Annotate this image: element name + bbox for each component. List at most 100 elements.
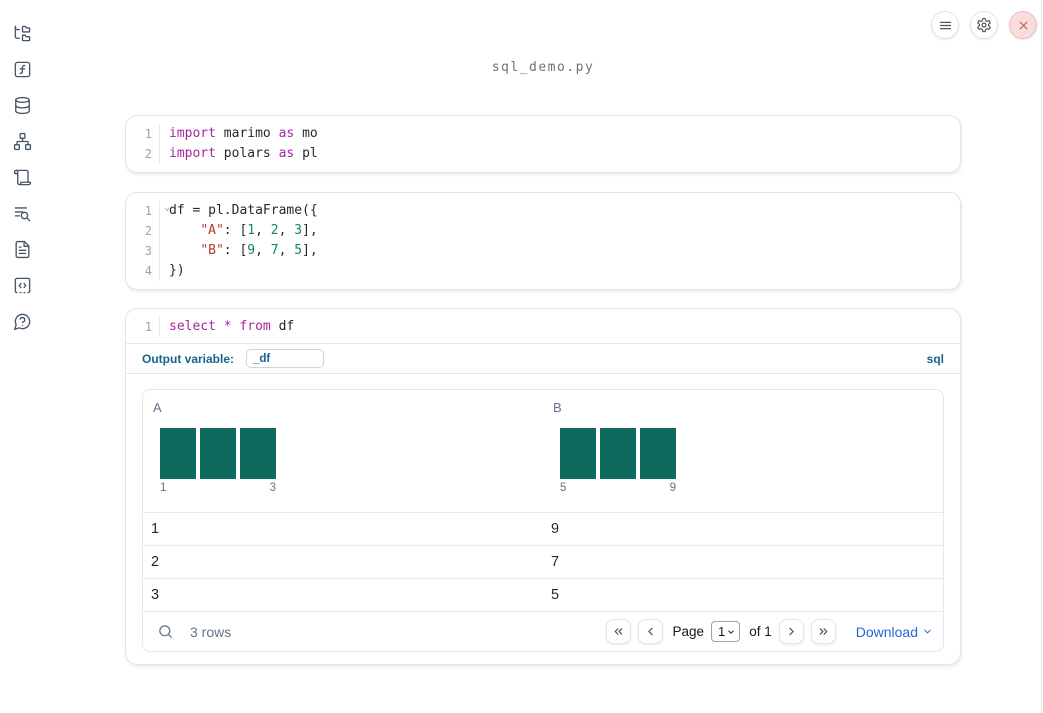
code-token: df xyxy=(270,319,295,334)
sidebar-item-data-sources[interactable] xyxy=(7,96,37,114)
histogram-bar xyxy=(200,428,236,479)
code-text[interactable]: "A": [1, 2, 3], xyxy=(160,221,317,241)
code-token: , xyxy=(255,243,271,258)
menu-icon xyxy=(939,21,951,29)
code-text[interactable]: "B": [9, 7, 5], xyxy=(160,241,317,261)
histogram-bar xyxy=(160,428,196,479)
notebook: sql_demo.py 1 import marimo as mo 2 import … xyxy=(125,0,961,665)
sidebar-item-documentation[interactable] xyxy=(7,240,37,258)
last-page-button[interactable] xyxy=(810,619,836,644)
download-button[interactable]: Download xyxy=(856,624,933,640)
code-editor[interactable]: 1 select * from df xyxy=(126,309,960,344)
code-text[interactable]: import marimo as mo xyxy=(160,124,318,144)
line-number: 1 ⌄ xyxy=(126,201,170,221)
next-page-button[interactable] xyxy=(778,619,804,644)
code-text[interactable]: df = pl.DataFrame({ xyxy=(160,201,318,221)
column-histogram: 5 9 xyxy=(560,428,676,496)
sidebar-item-dependencies[interactable] xyxy=(7,132,37,150)
sidebar-item-outline[interactable] xyxy=(7,168,37,186)
code-token: 5 xyxy=(294,243,303,258)
code-text[interactable]: import polars as pl xyxy=(160,144,318,164)
code-token: "A" xyxy=(200,223,224,238)
page-select[interactable]: 1 xyxy=(710,621,741,642)
notebook-filename: sql_demo.py xyxy=(491,60,595,75)
notebook-actions xyxy=(931,11,1037,39)
column-header-a[interactable]: A 1 3 xyxy=(143,390,543,512)
code-token: select xyxy=(169,319,216,334)
fold-chevron-icon[interactable]: ⌄ xyxy=(163,202,170,213)
sidebar-item-file-explorer[interactable] xyxy=(7,24,37,42)
code-text[interactable]: select * from df xyxy=(160,317,294,337)
file-tree-icon xyxy=(14,25,30,41)
table-cell: 1 xyxy=(151,521,160,537)
output-variable-label: Output variable: xyxy=(142,351,235,366)
axis-min-label: 5 xyxy=(560,482,567,494)
line-number: 2 xyxy=(126,144,160,164)
column-header-b[interactable]: B 5 9 xyxy=(543,390,943,512)
sidebar-item-help[interactable] xyxy=(7,312,37,330)
code-editor[interactable]: 1 import marimo as mo 2 import polars as pl xyxy=(126,116,960,172)
code-token: , xyxy=(278,223,295,238)
download-label: Download xyxy=(855,623,918,640)
page-label: Page xyxy=(672,624,704,639)
output-variable-input[interactable] xyxy=(246,349,325,368)
shutdown-button[interactable] xyxy=(1009,11,1037,39)
code-token xyxy=(216,319,224,334)
search-icon xyxy=(158,625,172,638)
function-square-icon xyxy=(14,61,30,77)
code-snippets-icon xyxy=(14,277,30,293)
histogram-axis: 5 9 xyxy=(560,482,676,496)
previous-page-button[interactable] xyxy=(638,619,664,644)
column-label: B xyxy=(553,400,562,415)
code-token: polars xyxy=(215,146,279,161)
menu-button[interactable] xyxy=(931,11,959,39)
code-token xyxy=(169,223,200,238)
gear-icon xyxy=(977,17,991,33)
code-line: 1 select * from df xyxy=(126,317,960,337)
histogram-bar xyxy=(640,428,676,479)
code-editor[interactable]: 1 ⌄ df = pl.DataFrame({2 "A": [1, 2, 3], 3 … xyxy=(126,193,960,289)
code-line: 1 ⌄ df = pl.DataFrame({ xyxy=(126,201,960,221)
column-label: A xyxy=(153,400,162,415)
histogram-axis: 1 3 xyxy=(160,482,276,496)
code-token: 2 xyxy=(270,223,279,238)
code-token: , xyxy=(255,223,271,238)
code-token xyxy=(169,243,200,258)
table-header: A 1 3 B xyxy=(143,390,943,512)
histogram-bars xyxy=(160,428,276,479)
file-text-icon xyxy=(14,240,30,258)
code-token: "B" xyxy=(200,243,224,258)
code-token: 9 xyxy=(247,243,256,258)
chevron-right-icon xyxy=(789,627,794,636)
table-footer: 3 rows Page 1 of 1 xyxy=(143,611,943,651)
code-token: * xyxy=(223,319,232,334)
scroll-icon xyxy=(13,169,31,185)
code-line: 2 import polars as pl xyxy=(126,144,960,164)
log-search-icon xyxy=(14,206,30,221)
window-edge xyxy=(1041,0,1042,713)
code-text[interactable]: }) xyxy=(160,261,185,281)
pagination: Page 1 of 1 Download xyxy=(606,619,933,644)
axis-max-label: 3 xyxy=(269,482,276,494)
table-cell: 2 xyxy=(151,554,160,570)
line-number: 3 xyxy=(126,241,160,261)
code-token: mo xyxy=(294,126,318,141)
line-number: 2 xyxy=(126,221,160,241)
line-number: 1 xyxy=(126,124,160,144)
language-badge[interactable]: sql xyxy=(926,351,944,366)
code-token: marimo xyxy=(215,126,279,141)
sidebar-item-variables[interactable] xyxy=(7,60,37,78)
code-token: , xyxy=(278,243,295,258)
settings-button[interactable] xyxy=(970,11,998,39)
search-button[interactable] xyxy=(155,622,175,642)
axis-max-label: 9 xyxy=(669,482,676,494)
code-token: as xyxy=(278,126,295,141)
sidebar-item-logs[interactable] xyxy=(7,204,37,222)
sidebar-item-snippets[interactable] xyxy=(7,276,37,294)
first-page-button[interactable] xyxy=(606,619,632,644)
code-token: 3 xyxy=(294,223,303,238)
chevron-down-icon xyxy=(924,629,931,634)
